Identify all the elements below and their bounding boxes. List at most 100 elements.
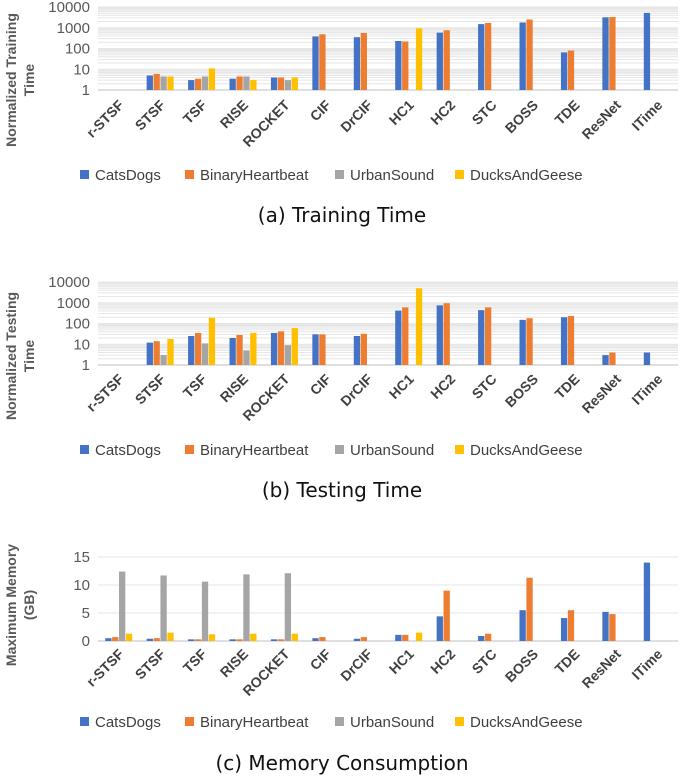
bar-BinaryHeartbeat-TDE — [567, 50, 575, 90]
bar-CatsDogs-STC — [478, 24, 485, 91]
category-label: RISE — [217, 646, 251, 680]
bar-BinaryHeartbeat-TDE — [567, 315, 575, 365]
category-label: STC — [469, 371, 500, 402]
category-label: CIF — [307, 96, 335, 124]
bar-DucksAndGeese-ROCKET — [291, 633, 298, 641]
bar-UrbanSound-ROCKET — [284, 573, 292, 641]
bar-BinaryHeartbeat-HC2 — [443, 590, 450, 641]
bar-CatsDogs-RISE — [229, 78, 236, 90]
y-tick-label: 10000 — [48, 274, 90, 291]
category-label: r-STSF — [83, 645, 127, 689]
y-tick-label: 10 — [73, 61, 90, 78]
bar-BinaryHeartbeat-ResNet — [609, 614, 616, 641]
bar-CatsDogs-HC2 — [436, 305, 443, 365]
bar-BinaryHeartbeat-RISE — [236, 334, 243, 365]
bar-CatsDogs-CIF — [312, 36, 319, 90]
bar-BinaryHeartbeat-TSF — [194, 78, 202, 90]
bar-CatsDogs-STSF — [146, 75, 153, 90]
bar-DucksAndGeese-STSF — [167, 632, 174, 641]
bar-DucksAndGeese-RISE — [250, 332, 257, 365]
category-label: BOSS — [502, 97, 541, 136]
y-axis-title: Time — [21, 64, 37, 97]
bar-CatsDogs-ROCKET — [270, 77, 278, 90]
bar-BinaryHeartbeat-STSF — [153, 341, 160, 365]
category-label: ITime — [628, 97, 665, 134]
legend-swatch — [80, 170, 89, 179]
bar-CatsDogs-DrCIF — [353, 335, 361, 365]
bar-DucksAndGeese-RISE — [250, 80, 257, 90]
legend-swatch — [80, 445, 89, 454]
bar-CatsDogs-STC — [478, 310, 485, 365]
bar-CatsDogs-HC1 — [395, 40, 402, 90]
bar-CatsDogs-ROCKET — [270, 332, 278, 365]
category-label: TSF — [180, 645, 210, 675]
bar-CatsDogs-TDE — [560, 52, 568, 90]
legend-swatch — [335, 445, 344, 454]
legend-swatch — [335, 170, 344, 179]
bar-BinaryHeartbeat-ROCKET — [277, 77, 285, 90]
bar-UrbanSound-RISE — [243, 350, 250, 365]
y-tick-label: 100 — [65, 41, 90, 58]
bar-UrbanSound-STSF — [160, 575, 167, 641]
bar-BinaryHeartbeat-STSF — [153, 638, 160, 641]
category-label: STSF — [132, 96, 169, 133]
bar-CatsDogs-r-STSF — [105, 638, 112, 641]
legend-label: DucksAndGeese — [470, 167, 583, 184]
bar-BinaryHeartbeat-DrCIF — [360, 333, 367, 365]
bar-DucksAndGeese-TSF — [208, 317, 216, 365]
bar-CatsDogs-HC2 — [436, 616, 443, 641]
y-tick-label: 100 — [65, 316, 90, 333]
bar-BinaryHeartbeat-RISE — [236, 639, 243, 641]
bar-DucksAndGeese-RISE — [250, 633, 257, 641]
category-label: STSF — [132, 370, 169, 407]
y-tick-label: 15 — [73, 549, 90, 566]
bar-CatsDogs-ITime — [643, 562, 651, 641]
category-label: BOSS — [502, 646, 541, 685]
category-label: ResNet — [579, 97, 625, 143]
bar-BinaryHeartbeat-CIF — [319, 637, 326, 641]
bar-CatsDogs-TSF — [188, 335, 195, 365]
bar-CatsDogs-CIF — [312, 334, 319, 365]
bar-CatsDogs-RISE — [229, 639, 236, 641]
legend-swatch — [455, 445, 464, 454]
bar-BinaryHeartbeat-TSF — [194, 639, 202, 641]
bar-BinaryHeartbeat-ROCKET — [277, 639, 285, 641]
bar-CatsDogs-BOSS — [519, 319, 526, 365]
bar-BinaryHeartbeat-HC2 — [443, 303, 450, 365]
bar-CatsDogs-HC1 — [395, 634, 402, 641]
legend-swatch — [80, 717, 89, 726]
bar-CatsDogs-TDE — [560, 317, 568, 365]
legend-label: CatsDogs — [95, 442, 161, 459]
chart-caption: (a) Training Time — [258, 203, 426, 227]
bar-BinaryHeartbeat-STC — [484, 307, 492, 365]
category-label: TDE — [551, 371, 582, 402]
bar-CatsDogs-BOSS — [519, 22, 526, 91]
chart-caption: (c) Memory Consumption — [215, 751, 468, 775]
bar-CatsDogs-DrCIF — [353, 37, 361, 90]
bar-UrbanSound-RISE — [243, 574, 250, 641]
bar-DucksAndGeese-HC1 — [415, 632, 423, 641]
bar-CatsDogs-ResNet — [602, 355, 609, 365]
bar-UrbanSound-ROCKET — [284, 345, 292, 365]
bar-DucksAndGeese-HC1 — [415, 28, 423, 90]
category-label: r-STSF — [83, 96, 127, 140]
y-tick-label: 10000 — [48, 0, 90, 16]
legend-swatch — [185, 445, 194, 454]
category-label: HC1 — [386, 97, 417, 128]
bar-BinaryHeartbeat-HC1 — [402, 41, 409, 90]
bar-CatsDogs-BOSS — [519, 610, 526, 641]
category-label: DrCIF — [337, 646, 376, 685]
bar-BinaryHeartbeat-BOSS — [526, 19, 533, 91]
bar-BinaryHeartbeat-STC — [484, 633, 492, 641]
bar-CatsDogs-HC1 — [395, 310, 402, 365]
legend-label: BinaryHeartbeat — [200, 167, 309, 184]
bar-DucksAndGeese-TSF — [208, 634, 216, 641]
bar-CatsDogs-STSF — [146, 342, 153, 365]
bar-BinaryHeartbeat-STSF — [153, 73, 160, 90]
bar-CatsDogs-DrCIF — [353, 638, 361, 641]
legend-swatch — [455, 170, 464, 179]
bar-CatsDogs-RISE — [229, 338, 236, 365]
